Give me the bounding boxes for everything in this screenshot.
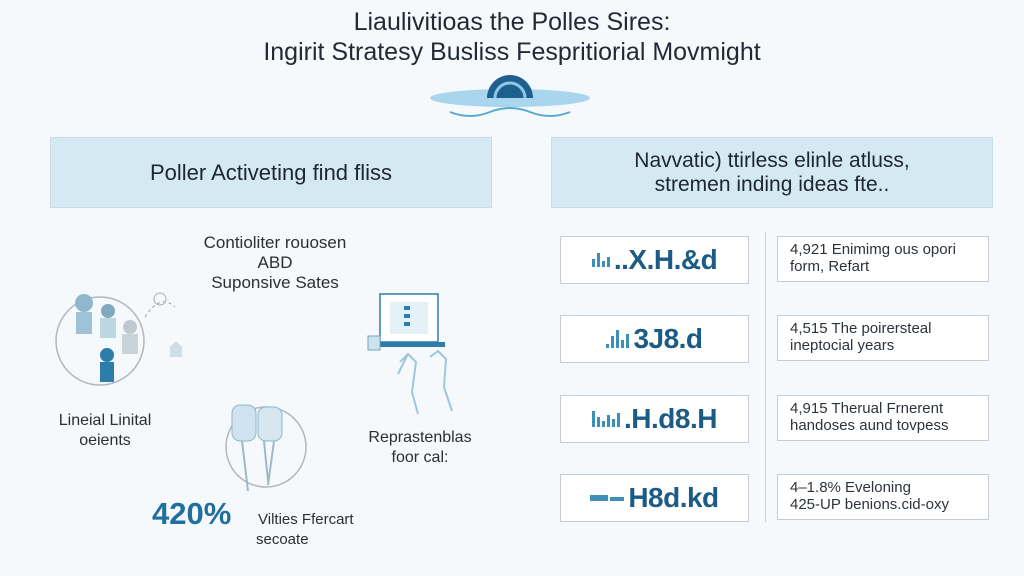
caption-left-line: Lineial Linital — [58, 412, 152, 429]
metric-note-line: 4,515 The poirersteal — [790, 320, 932, 337]
metric-box: H8d.kd — [560, 474, 749, 522]
metric-note-line: ineptocial years — [790, 337, 895, 354]
metric-value: .H.d8.H — [624, 403, 717, 434]
metric-value: 3J8.d — [633, 323, 703, 354]
caption-top-line: Contioliter rouosen — [203, 233, 347, 252]
metric-note-line: 4,915 Therual Frnerent — [790, 400, 944, 417]
workstation-icon — [367, 293, 453, 415]
metric-value: H8d.kd — [628, 482, 719, 513]
title-line-2: Ingirit Stratesy Busliss Fespritiorial M… — [263, 38, 761, 66]
column-divider — [765, 232, 766, 522]
metric-note: 4,921 Enimimg ous opori form, Refart — [777, 236, 989, 282]
team-illustration-icon — [55, 292, 182, 386]
right-heading-line: stremen inding ideas fte.. — [654, 172, 890, 196]
metric-note-line: handoses aund tovpess — [790, 417, 949, 434]
metric-box: 3J8.d — [560, 315, 749, 363]
caption-top-line: ABD — [257, 253, 293, 272]
caption-right-line: Reprastenblas — [368, 429, 472, 446]
stat-label-line: secoate — [256, 531, 309, 548]
metric-box: ..X.H.&d — [560, 236, 749, 284]
caption-top-line: Suponsive Sates — [211, 273, 339, 292]
left-panel-heading: Poller Activeting find fliss — [50, 137, 492, 208]
dome-icon — [430, 75, 590, 117]
bar-icon — [590, 495, 625, 501]
metric-note-line: 4–1.8% Eveloning — [790, 479, 911, 496]
metric-note: 4–1.8% Eveloning 425-UP benions.cid-oxy — [777, 474, 989, 520]
bar-icon — [591, 253, 610, 267]
bar-icon — [606, 330, 630, 348]
right-panel-heading: Navvatic) ttirless elinle atluss, streme… — [551, 137, 993, 208]
stat-label: Vilties Ffercart secoate — [256, 510, 354, 550]
metric-box: .H.d8.H — [560, 395, 749, 443]
caption-left-line: oeients — [79, 432, 131, 449]
caption-right: Reprastenblas foor cal: — [345, 428, 495, 468]
metric-note-line: form, Refart — [790, 258, 870, 275]
stat-value: 420% — [152, 496, 232, 531]
caption-left: Lineial Linital oeients — [45, 411, 165, 451]
metric-note: 4,915 Therual Frnerent handoses aund tov… — [777, 395, 989, 441]
right-heading-line: Navvatic) ttirless elinle atluss, — [634, 148, 910, 172]
metric-note-line: 425-UP benions.cid-oxy — [790, 496, 949, 513]
bar-icon — [592, 411, 621, 427]
containers-illustration-icon — [225, 404, 307, 492]
caption-right-line: foor cal: — [391, 449, 449, 466]
stat-label-line: Vilties Ffercart — [258, 511, 354, 528]
title-line-1: Liaulivitioas the Polles Sires: — [353, 8, 671, 36]
caption-top: Contioliter rouosen ABD Suponsive Sates — [170, 233, 380, 293]
metric-note: 4,515 The poirersteal ineptocial years — [777, 315, 989, 361]
metric-value: ..X.H.&d — [613, 244, 718, 275]
metric-note-line: 4,921 Enimimg ous opori — [790, 241, 956, 258]
